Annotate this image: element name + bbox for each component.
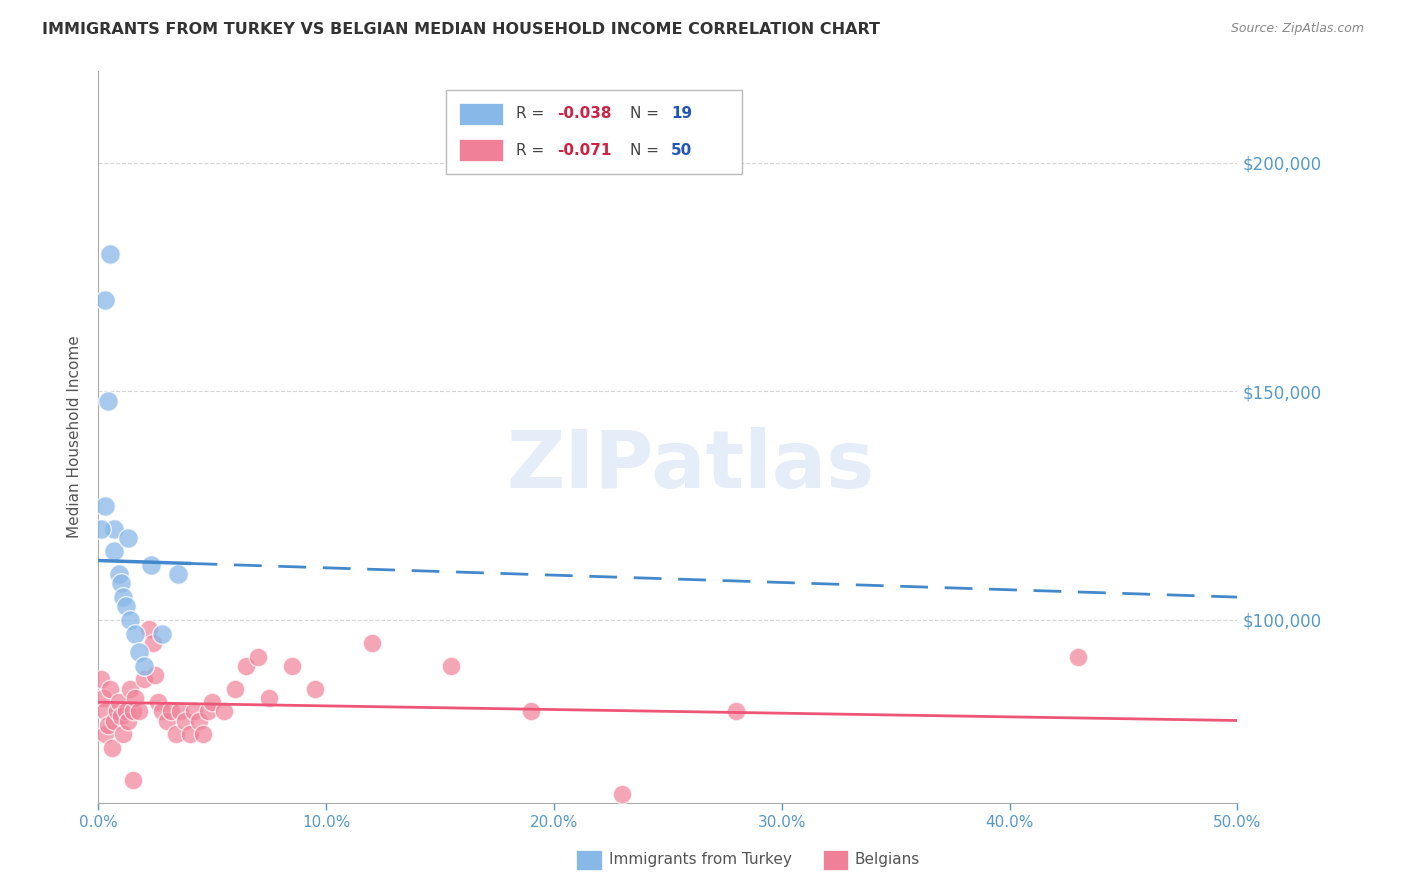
Point [128, 704, 150, 718]
Point [224, 681, 246, 696]
Point [179, 727, 201, 741]
Point [165, 727, 187, 741]
Point [160, 704, 183, 718]
Point [103, 714, 125, 728]
Point [98, 681, 121, 696]
Text: -0.038: -0.038 [557, 106, 612, 121]
Point [142, 636, 165, 650]
Point [183, 704, 205, 718]
Text: Belgians: Belgians [855, 853, 920, 867]
Text: N =: N = [630, 106, 664, 121]
Text: IMMIGRANTS FROM TURKEY VS BELGIAN MEDIAN HOUSEHOLD INCOME CORRELATION CHART: IMMIGRANTS FROM TURKEY VS BELGIAN MEDIAN… [42, 22, 880, 37]
Point [120, 613, 142, 627]
Text: 19: 19 [671, 106, 692, 121]
Point [117, 714, 139, 728]
Point [212, 704, 235, 718]
Point [105, 704, 128, 718]
Point [110, 709, 132, 723]
Point [90, 673, 112, 687]
Point [146, 695, 169, 709]
Text: ZIPatlas: ZIPatlas [506, 427, 875, 506]
Point [139, 558, 162, 573]
Point [281, 658, 304, 673]
Point [124, 626, 146, 640]
Point [440, 658, 463, 673]
Point [120, 681, 142, 696]
Point [259, 690, 281, 705]
Point [117, 531, 139, 545]
Point [124, 690, 146, 705]
Point [1067, 649, 1090, 664]
Point [112, 727, 135, 741]
Bar [460, 139, 503, 161]
Point [103, 521, 125, 535]
Point [725, 704, 748, 718]
Point [138, 622, 160, 636]
Text: -0.071: -0.071 [557, 143, 612, 158]
Point [304, 681, 326, 696]
Point [612, 787, 634, 801]
Point [235, 658, 257, 673]
Text: R =: R = [516, 143, 550, 158]
Point [201, 695, 224, 709]
Point [121, 704, 143, 718]
Text: R =: R = [516, 106, 550, 121]
Point [90, 521, 112, 535]
Point [132, 658, 155, 673]
Y-axis label: Median Household Income: Median Household Income [67, 335, 83, 539]
Point [169, 704, 191, 718]
Point [360, 636, 382, 650]
Point [94, 293, 117, 307]
Point [91, 690, 114, 705]
Point [94, 499, 117, 513]
Point [103, 544, 125, 558]
Point [520, 704, 543, 718]
Point [174, 714, 197, 728]
Point [197, 704, 219, 718]
Point [96, 393, 118, 408]
Point [150, 626, 173, 640]
Point [128, 645, 150, 659]
Point [156, 714, 179, 728]
Bar [446, 90, 742, 174]
Point [114, 704, 136, 718]
Point [96, 718, 118, 732]
Text: Immigrants from Turkey: Immigrants from Turkey [609, 853, 792, 867]
Point [246, 649, 269, 664]
Point [187, 714, 209, 728]
Point [145, 667, 167, 681]
Text: Source: ZipAtlas.com: Source: ZipAtlas.com [1230, 22, 1364, 36]
Point [114, 599, 136, 614]
Point [132, 673, 155, 687]
Point [121, 772, 143, 787]
Point [110, 576, 132, 591]
Point [193, 727, 215, 741]
Point [150, 704, 173, 718]
Text: 50: 50 [671, 143, 693, 158]
Point [101, 740, 124, 755]
Point [108, 695, 131, 709]
Bar [460, 103, 503, 125]
Point [94, 727, 117, 741]
Point [98, 247, 121, 261]
Point [167, 567, 190, 582]
Point [112, 590, 135, 604]
Point [94, 704, 117, 718]
Text: N =: N = [630, 143, 664, 158]
Point [108, 567, 131, 582]
